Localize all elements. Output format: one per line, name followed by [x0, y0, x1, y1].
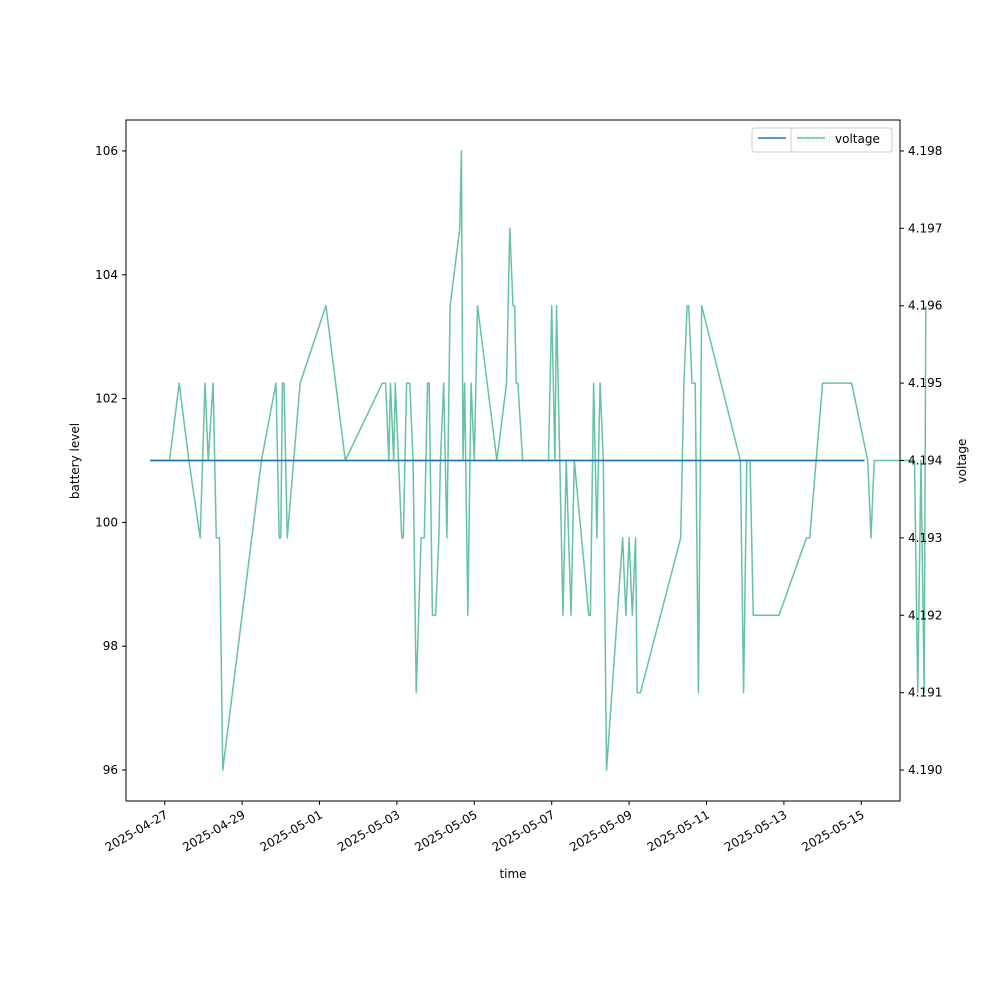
x-tick-label: 2025-05-15 [799, 807, 866, 854]
x-tick-label: 2025-04-29 [180, 807, 247, 854]
y-left-tick-label: 102 [95, 392, 118, 406]
legend: batteryvoltage [751, 127, 893, 153]
x-tick-label: 2025-05-11 [645, 807, 712, 854]
y-right-tick-label: 4.191 [908, 686, 942, 700]
y-right-tick-label: 4.195 [908, 376, 942, 390]
x-tick-label: 2025-04-27 [103, 807, 170, 854]
y-left-tick-label: 96 [103, 763, 118, 777]
series-line-voltage [150, 150, 927, 771]
y-left-tick-label: 106 [95, 144, 118, 158]
y-right-tick-label: 4.194 [908, 454, 942, 468]
y-left-tick-label: 98 [103, 639, 118, 653]
y-right-axis-label: voltage [955, 439, 969, 484]
y-right-tick-label: 4.190 [908, 763, 942, 777]
x-tick-label: 2025-05-13 [722, 807, 789, 854]
x-axis-ticks: 2025-04-27 2025-04-29 2025-05-01 2025-05-03… [103, 801, 867, 854]
y-left-axis-ticks: 96 98 100 102 104 106 [95, 144, 126, 777]
legend-box-voltage [790, 127, 893, 153]
y-left-axis-label: battery level [68, 423, 82, 499]
y-left-tick-label: 104 [95, 268, 118, 282]
x-tick-label: 2025-05-03 [335, 807, 402, 854]
y-right-axis-ticks: 4.190 4.191 4.192 4.193 4.194 4.195 4.196 4.197… [900, 144, 942, 777]
y-right-tick-label: 4.198 [908, 144, 942, 158]
y-right-tick-label: 4.192 [908, 608, 942, 622]
plot-layer [150, 150, 927, 771]
x-axis-label: time [499, 867, 526, 881]
x-tick-label: 2025-05-09 [567, 807, 634, 854]
y-right-tick-label: 4.193 [908, 531, 942, 545]
x-tick-label: 2025-05-05 [412, 807, 479, 854]
y-right-tick-label: 4.197 [908, 221, 942, 235]
x-tick-label: 2025-05-01 [258, 807, 325, 854]
x-tick-label: 2025-05-07 [490, 807, 557, 854]
y-right-tick-label: 4.196 [908, 299, 942, 313]
legend-label-voltage: voltage [835, 132, 880, 146]
y-left-tick-label: 100 [95, 515, 118, 529]
